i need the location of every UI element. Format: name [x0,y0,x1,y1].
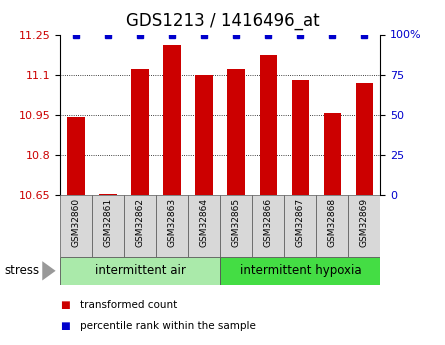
Text: stress: stress [4,264,40,277]
Bar [284,195,316,257]
Bar [195,75,213,195]
Text: GSM32865: GSM32865 [232,198,241,247]
Bar [124,195,156,257]
Bar [291,80,309,195]
Text: GSM32869: GSM32869 [360,198,369,247]
Bar [348,195,380,257]
Bar [60,195,92,257]
Bar [156,195,188,257]
Bar [220,195,252,257]
Text: GSM32867: GSM32867 [296,198,305,247]
Bar [252,195,284,257]
Text: ■: ■ [60,321,70,331]
Bar [259,55,277,195]
Text: GSM32862: GSM32862 [136,198,145,247]
Text: percentile rank within the sample: percentile rank within the sample [80,321,256,331]
Bar [99,194,117,195]
Bar [163,45,181,195]
Bar [60,257,220,285]
Text: ■: ■ [60,300,70,310]
Bar [67,117,85,195]
Text: GDS1213 / 1416496_at: GDS1213 / 1416496_at [125,12,320,30]
Bar [356,83,373,195]
Text: GSM32868: GSM32868 [328,198,337,247]
Bar [227,69,245,195]
Text: intermittent air: intermittent air [95,264,186,277]
Polygon shape [42,261,56,280]
Bar [188,195,220,257]
Text: GSM32861: GSM32861 [104,198,113,247]
Bar [324,114,341,195]
Text: GSM32864: GSM32864 [200,198,209,247]
Bar [92,195,124,257]
Text: GSM32863: GSM32863 [168,198,177,247]
Bar [131,69,149,195]
Text: GSM32860: GSM32860 [72,198,81,247]
Bar [316,195,348,257]
Bar [220,257,380,285]
Text: transformed count: transformed count [80,300,178,310]
Text: GSM32866: GSM32866 [264,198,273,247]
Text: intermittent hypoxia: intermittent hypoxia [239,264,361,277]
